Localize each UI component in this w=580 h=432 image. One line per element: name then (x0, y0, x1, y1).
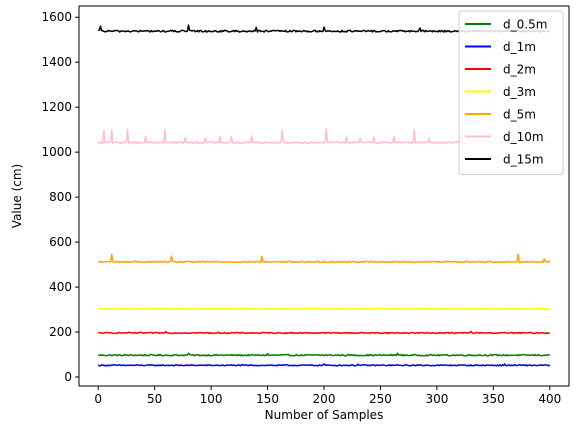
x-tick-label: 400 (538, 392, 561, 406)
x-tick-label: 50 (147, 392, 162, 406)
legend-label: d_10m (503, 130, 544, 144)
y-tick-label: 1600 (41, 10, 72, 24)
series-line-d-3m (98, 307, 550, 310)
x-tick-label: 150 (256, 392, 279, 406)
y-tick-label: 800 (49, 190, 72, 204)
y-axis-label: Value (cm) (10, 164, 24, 228)
legend-label: d_15m (503, 153, 544, 167)
legend-label: d_1m (503, 40, 536, 54)
y-tick-label: 200 (49, 325, 72, 339)
legend-box (458, 10, 564, 175)
x-tick-label: 100 (200, 392, 223, 406)
x-tick-label: 300 (425, 392, 448, 406)
legend-label: d_2m (503, 63, 536, 77)
y-tick-label: 400 (49, 280, 72, 294)
series-line-d-5m (97, 253, 551, 264)
legend-label: d_0.5m (503, 18, 547, 32)
legend-label: d_5m (503, 108, 536, 122)
x-tick-label: 250 (369, 392, 392, 406)
legend-label: d_3m (503, 85, 536, 99)
legend: d_0.5m d_1m d_2m d_3m d_5m d_10m d_15m (458, 10, 564, 175)
series-line-d-1m (97, 363, 551, 367)
series-line-d-2m (98, 330, 550, 335)
x-tick-label: 350 (482, 392, 505, 406)
y-tick-label: 0 (64, 370, 72, 384)
y-tick-label: 1400 (41, 55, 72, 69)
series-line-d-0-5m (97, 352, 550, 357)
x-axis: 0 50 100 150 200 250 300 350 400 (94, 386, 561, 406)
series-layer (97, 24, 551, 367)
y-tick-label: 600 (49, 235, 72, 249)
y-tick-label: 1200 (41, 100, 72, 114)
x-tick-label: 200 (313, 392, 336, 406)
x-tick-label: 0 (94, 392, 102, 406)
y-tick-label: 1000 (41, 145, 72, 159)
y-axis: 0 200 400 600 800 1000 1200 1400 1600 (41, 10, 79, 384)
x-axis-label: Number of Samples (265, 408, 384, 422)
